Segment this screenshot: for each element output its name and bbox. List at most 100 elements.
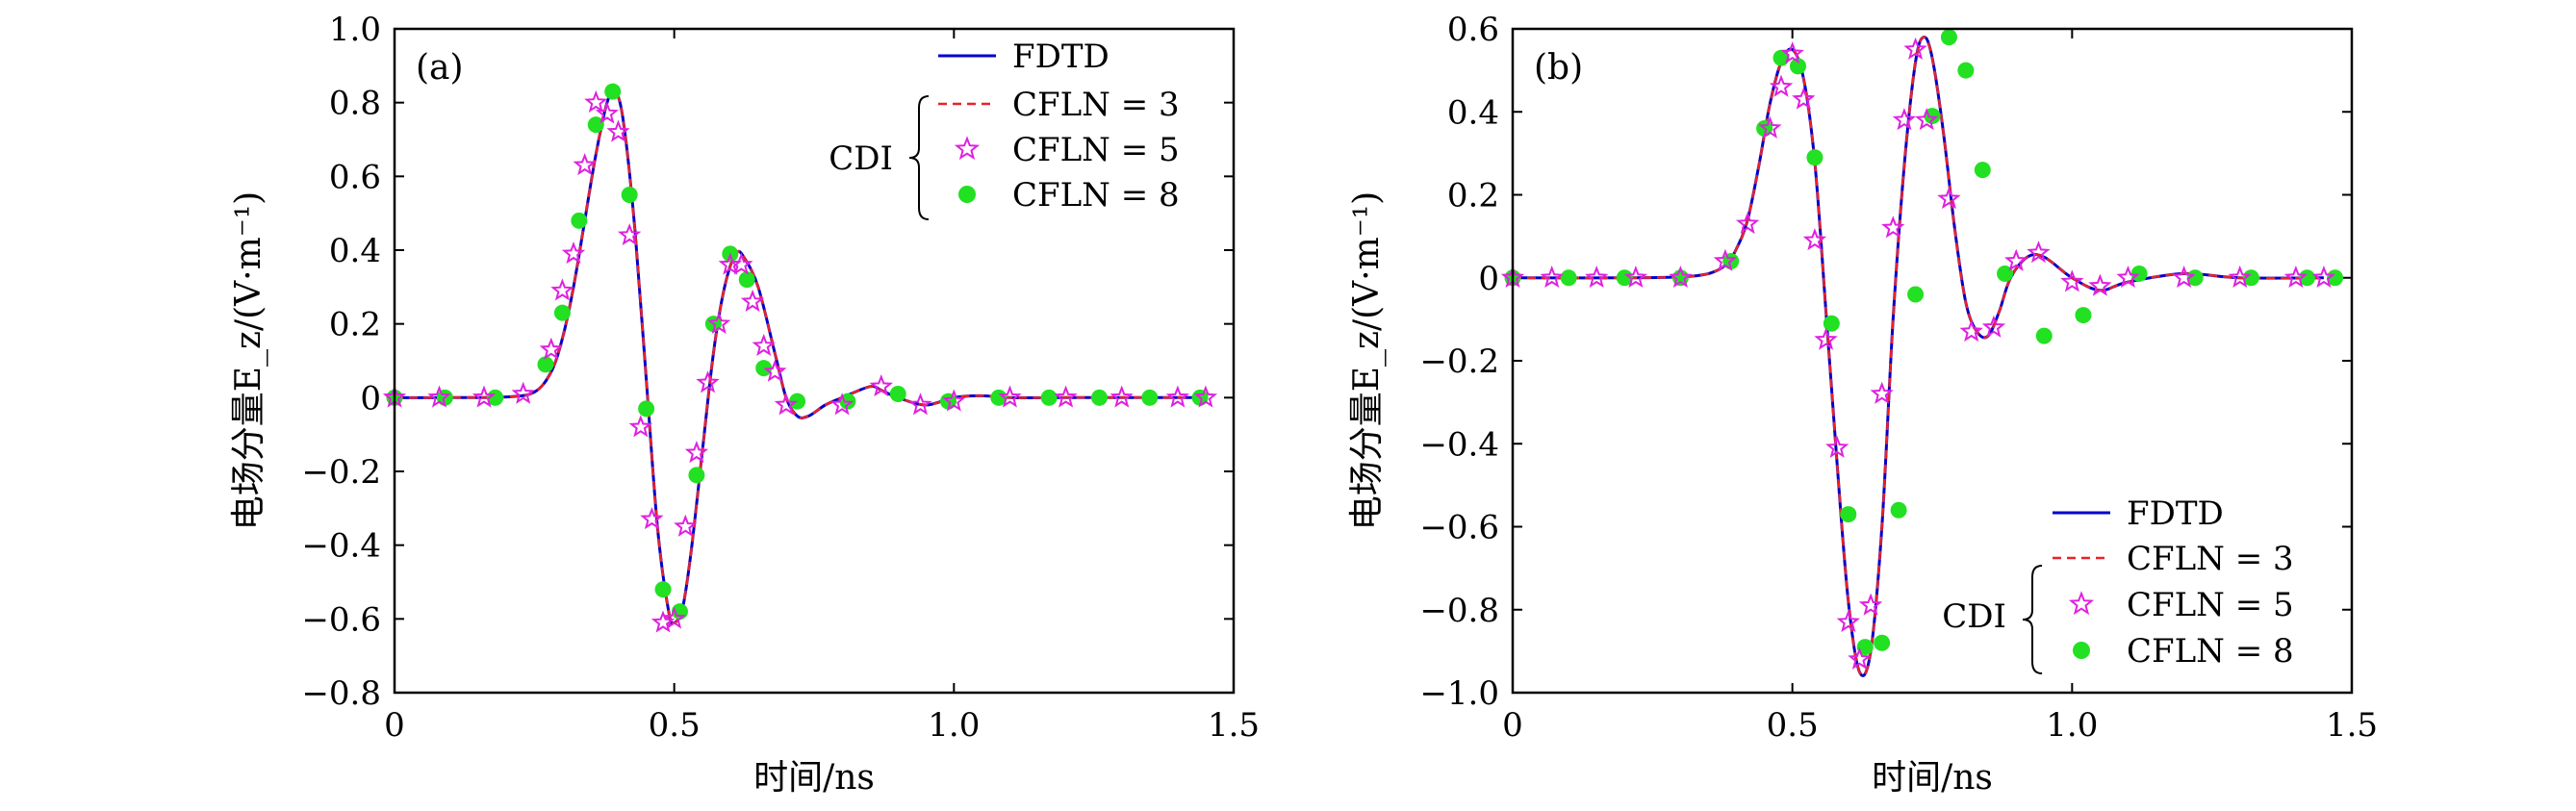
legend-group-label: CDI [829, 139, 893, 178]
cfln5-point [472, 385, 497, 408]
legend-cfln5-swatch [954, 136, 981, 161]
cfln5-point [707, 311, 731, 335]
cfln5-point [1758, 115, 1782, 139]
y-tick-label: 0.8 [329, 85, 381, 123]
legend-cfln8-swatch [2073, 642, 2090, 659]
cfln5-point [1109, 385, 1134, 408]
legend-label: CFLN = 3 [2127, 540, 2294, 578]
y-tick-label: −1.0 [1419, 674, 1499, 713]
x-tick-label: 0 [1502, 706, 1523, 745]
x-tick-label: 1.0 [2046, 706, 2098, 745]
x-tick-label: 0.5 [1767, 706, 1819, 745]
y-tick-label: −0.4 [301, 527, 381, 566]
cfln8-point [587, 116, 604, 134]
cfln8-point [2327, 269, 2344, 287]
cfln5-point [1848, 646, 1872, 670]
cfln5-point [1713, 248, 1738, 271]
cfln8-point [1141, 389, 1159, 406]
cfln8-point [537, 356, 554, 373]
x-axis-label: 时间/ns [753, 758, 875, 798]
cfln5-point [998, 385, 1022, 408]
cfln5-point [1858, 593, 1883, 616]
cfln5-point [2004, 248, 2028, 271]
cfln5-point [1193, 385, 1218, 408]
y-tick-label: −0.6 [1419, 509, 1499, 547]
panel-b: 0 0.5 1.0 1.5 −1.0 −0.8 −0.6 −0.4 −0.2 0 0.2 0.4 0.6… [1347, 11, 2378, 798]
x-tick-label: 1.5 [2326, 706, 2378, 745]
y-axis-label: 电场分量E_z/(V·m⁻¹) [229, 191, 268, 530]
y-tick-label: 0.6 [1447, 11, 1499, 49]
cfln5-point [2027, 241, 2051, 264]
cfln5-point [606, 119, 630, 142]
cfln8-point [889, 386, 906, 402]
plot-frame [1511, 27, 2354, 695]
panel-label: (b) [1534, 48, 1583, 88]
y-tick-label: 0.4 [1447, 93, 1499, 132]
cfln5-point [729, 252, 753, 275]
cfln8-point [1940, 29, 1957, 46]
x-tick-label: 0 [384, 706, 405, 745]
cfln5-point [908, 393, 932, 416]
cfln5-point [1165, 385, 1190, 408]
y-tick-label: 0 [360, 379, 381, 418]
cfln8-point [553, 304, 571, 321]
cfln5-point [539, 337, 563, 360]
cfln5-point [1881, 215, 1905, 239]
cfln8-point [738, 271, 755, 289]
cfln5-point [1814, 327, 1838, 350]
fdtd-curve [1513, 36, 2324, 677]
cfln5-point [561, 241, 586, 265]
cfln8-point [621, 187, 638, 203]
cfln5-point [1669, 266, 1693, 289]
cfln5-point [1769, 74, 1794, 97]
cfln5-point [511, 381, 535, 404]
cfln5-point [2228, 266, 2252, 289]
y-tick-label: 0.6 [329, 158, 381, 196]
cfln8-point [2298, 269, 2315, 287]
cfln5-point [573, 153, 597, 176]
cfln5-point [1870, 381, 1894, 404]
panel-label: (a) [416, 48, 464, 88]
cfln5-point [662, 606, 686, 629]
cfln5-point [1836, 609, 1860, 633]
cfln5-point [869, 374, 893, 397]
cfln5-point [1735, 211, 1760, 235]
cfln8-point [1616, 269, 1633, 287]
cfln8-point [487, 389, 504, 406]
cfln5-point [1623, 266, 1648, 289]
legend-label: CFLN = 5 [1012, 131, 1180, 169]
legend-label: CFLN = 8 [2127, 632, 2294, 671]
cfln5-point [550, 278, 574, 301]
cfln8-point [1957, 62, 1975, 79]
cfln8-point [2130, 265, 2148, 282]
cfln5-point [674, 514, 698, 537]
legend-group-label: CDI [1942, 597, 2006, 636]
cfln8-point [1806, 149, 1824, 166]
cfln8-point [638, 400, 655, 418]
cfln5-point [1892, 108, 1917, 131]
cfln8-point [990, 389, 1007, 406]
y-tick-label: 0.4 [329, 232, 381, 270]
cfln8-point [1974, 162, 1991, 179]
cfln8-point [1090, 389, 1108, 406]
cfln5-point [1915, 108, 1939, 131]
panel-a: 0 0.5 1.0 1.5 −0.8 −0.6 −0.4 −0.2 0 0.2 0.4 0.6 0.8 1… [229, 11, 1260, 798]
cfln5-point [2172, 266, 2196, 289]
cfln8-point [2035, 327, 2053, 344]
cfln8-point [604, 83, 622, 100]
legend-label: FDTD [1012, 38, 1109, 76]
cfln5-point [1054, 385, 1078, 408]
plot-frame [393, 27, 1236, 695]
cfln5-point [1981, 315, 2006, 338]
cfln5-point [2311, 266, 2336, 289]
cfln8-point [571, 212, 588, 229]
legend-label: CFLN = 8 [1012, 176, 1180, 215]
cfln8-point [1997, 265, 2014, 282]
cfln5-point [1903, 37, 1927, 60]
cfln5-point [584, 89, 608, 114]
cfln5-point [740, 289, 765, 313]
cfln5-point [640, 506, 664, 530]
cfln8-point [1890, 501, 1907, 519]
cfln5-point [628, 415, 652, 438]
